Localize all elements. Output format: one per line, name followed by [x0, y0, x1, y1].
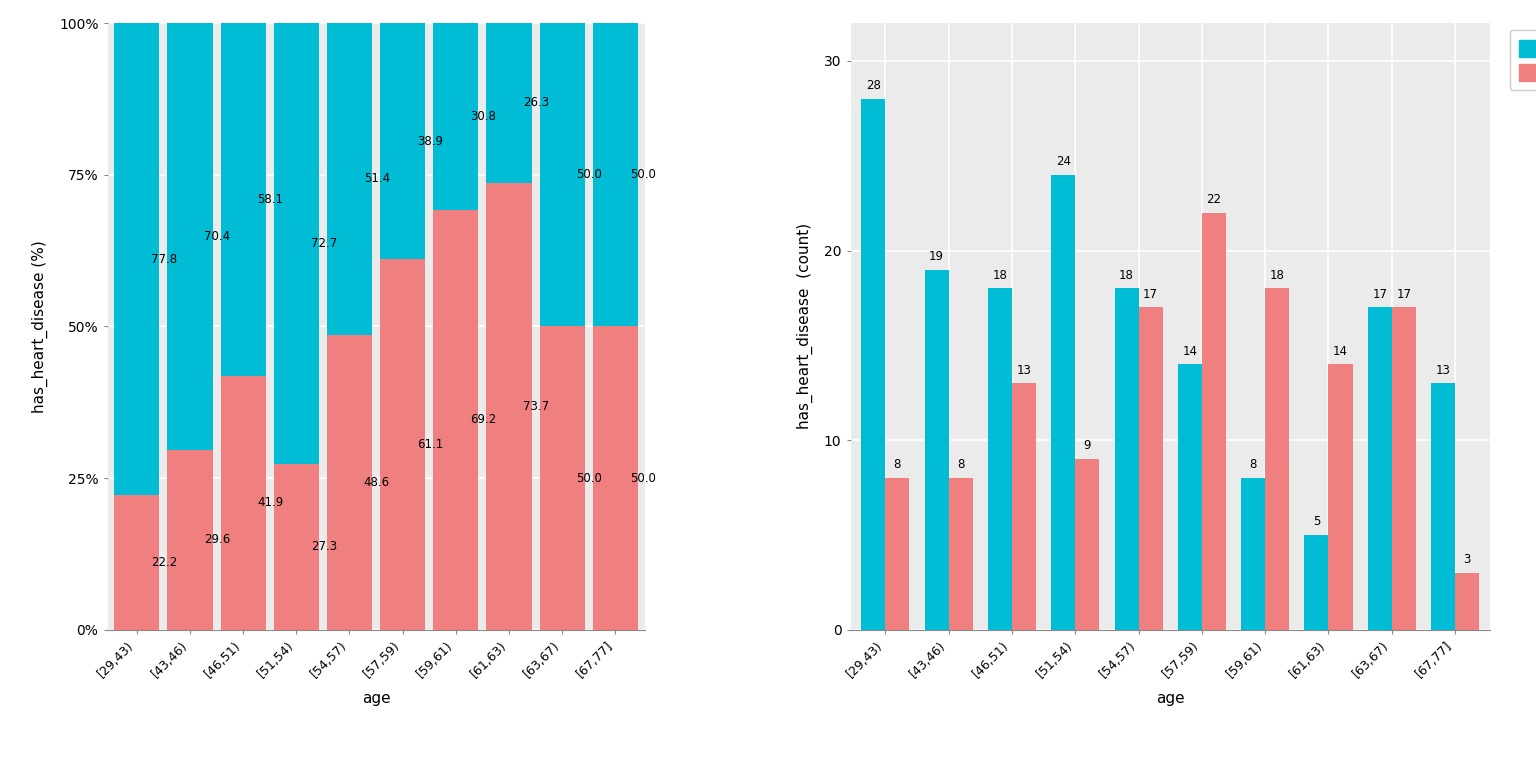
- Text: 69.2: 69.2: [470, 413, 496, 426]
- Text: 19: 19: [929, 250, 945, 263]
- Bar: [949, 478, 972, 630]
- Text: 50.0: 50.0: [576, 472, 602, 485]
- Bar: [327, 23, 372, 335]
- Bar: [221, 23, 266, 376]
- Bar: [167, 23, 212, 450]
- Text: 50.0: 50.0: [630, 168, 656, 181]
- Bar: [1138, 307, 1163, 630]
- Text: 41.9: 41.9: [258, 496, 284, 509]
- Text: 27.3: 27.3: [310, 541, 336, 554]
- Text: 13: 13: [1017, 363, 1031, 376]
- Bar: [1241, 478, 1266, 630]
- Bar: [114, 23, 160, 495]
- Bar: [539, 23, 585, 326]
- Bar: [487, 23, 531, 183]
- Text: 5: 5: [1313, 515, 1319, 528]
- Bar: [1329, 364, 1353, 630]
- Bar: [1201, 213, 1226, 630]
- Text: 22.2: 22.2: [151, 556, 177, 569]
- Bar: [1075, 459, 1100, 630]
- Text: 22: 22: [1206, 193, 1221, 206]
- Bar: [487, 183, 531, 630]
- Text: 9: 9: [1083, 439, 1091, 452]
- Bar: [273, 464, 319, 630]
- Text: 8: 8: [1249, 458, 1256, 472]
- Y-axis label: has_heart_disease  (count): has_heart_disease (count): [797, 223, 813, 429]
- Bar: [273, 23, 319, 464]
- Text: 3: 3: [1464, 553, 1471, 566]
- Bar: [593, 326, 637, 630]
- Bar: [925, 270, 949, 630]
- Text: 72.7: 72.7: [310, 237, 336, 250]
- Text: 18: 18: [1120, 269, 1134, 282]
- Text: 77.8: 77.8: [151, 253, 177, 266]
- Text: 17: 17: [1396, 288, 1412, 301]
- Text: 61.1: 61.1: [416, 438, 444, 451]
- Text: 14: 14: [1183, 345, 1198, 358]
- Bar: [1115, 289, 1138, 630]
- Text: 51.4: 51.4: [364, 173, 390, 185]
- Text: 13: 13: [1436, 363, 1450, 376]
- Text: 26.3: 26.3: [524, 96, 550, 109]
- Text: 14: 14: [1333, 345, 1349, 358]
- Bar: [1392, 307, 1416, 630]
- Bar: [1051, 175, 1075, 630]
- Bar: [1455, 573, 1479, 630]
- Bar: [379, 259, 425, 630]
- X-axis label: age: age: [362, 691, 390, 707]
- Text: 29.6: 29.6: [204, 534, 230, 547]
- Text: 18: 18: [1270, 269, 1284, 282]
- Bar: [1012, 383, 1035, 630]
- Text: 73.7: 73.7: [524, 399, 550, 412]
- Text: 24: 24: [1055, 155, 1071, 168]
- Text: 8: 8: [957, 458, 965, 472]
- Y-axis label: has_heart_disease (%): has_heart_disease (%): [32, 240, 48, 412]
- Text: 17: 17: [1372, 288, 1387, 301]
- Bar: [433, 210, 478, 630]
- Text: 28: 28: [866, 79, 880, 92]
- Text: 50.0: 50.0: [630, 472, 656, 485]
- Bar: [221, 376, 266, 630]
- Text: 18: 18: [992, 269, 1008, 282]
- Text: 17: 17: [1143, 288, 1158, 301]
- Bar: [988, 289, 1012, 630]
- Bar: [1367, 307, 1392, 630]
- Bar: [1432, 383, 1455, 630]
- Bar: [593, 23, 637, 326]
- Bar: [433, 23, 478, 210]
- Text: 8: 8: [894, 458, 902, 472]
- Text: 38.9: 38.9: [416, 134, 442, 147]
- Bar: [327, 335, 372, 630]
- Bar: [1266, 289, 1289, 630]
- Bar: [167, 450, 212, 630]
- Text: 48.6: 48.6: [364, 476, 390, 488]
- Text: 70.4: 70.4: [204, 230, 230, 243]
- Bar: [114, 495, 160, 630]
- Bar: [1304, 535, 1329, 630]
- Bar: [539, 326, 585, 630]
- X-axis label: age: age: [1157, 691, 1184, 707]
- Bar: [862, 99, 885, 630]
- Bar: [885, 478, 909, 630]
- Text: 50.0: 50.0: [576, 168, 602, 181]
- Legend: no, yes: no, yes: [1510, 30, 1536, 91]
- Bar: [1178, 364, 1201, 630]
- Bar: [379, 23, 425, 259]
- Text: 30.8: 30.8: [470, 110, 496, 123]
- Text: 58.1: 58.1: [258, 193, 284, 206]
